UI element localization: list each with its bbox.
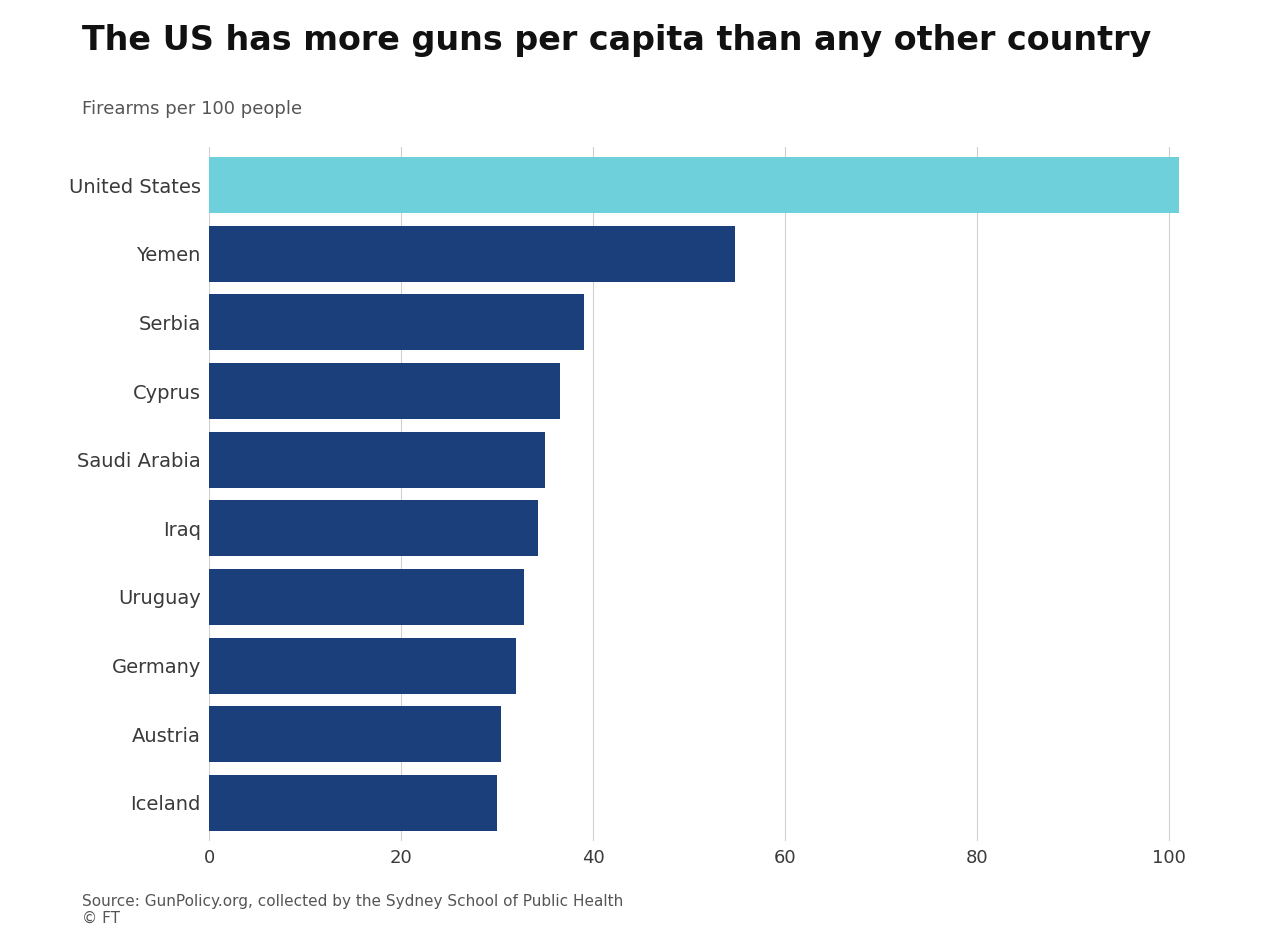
Bar [209, 501, 538, 557]
Bar [209, 637, 516, 694]
Bar [209, 363, 559, 419]
Text: The US has more guns per capita than any other country: The US has more guns per capita than any… [82, 24, 1151, 57]
Text: Firearms per 100 people: Firearms per 100 people [82, 100, 303, 118]
Bar [209, 157, 1179, 213]
Bar [209, 225, 735, 282]
Bar [209, 431, 545, 487]
Bar [209, 294, 583, 351]
Bar [209, 706, 501, 763]
Text: Source: GunPolicy.org, collected by the Sydney School of Public Health
© FT: Source: GunPolicy.org, collected by the … [82, 894, 624, 926]
Bar [209, 775, 497, 831]
Bar [209, 569, 524, 625]
